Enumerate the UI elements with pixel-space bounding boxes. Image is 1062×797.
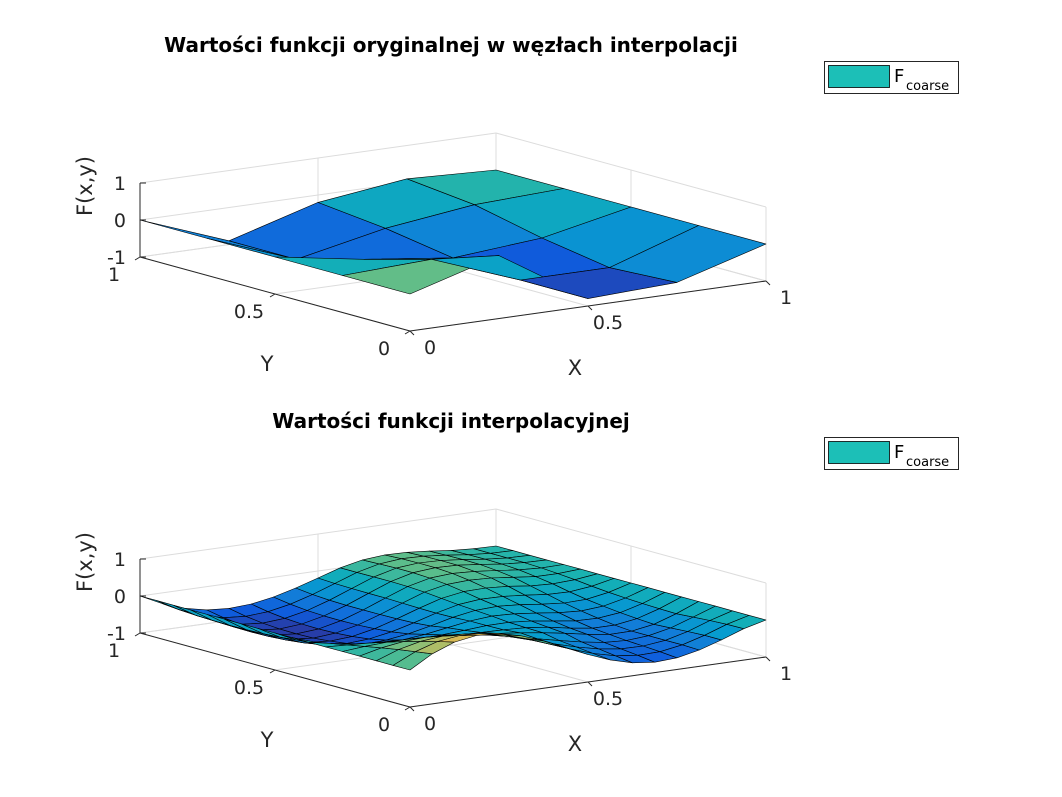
y-axis-tick-1 — [269, 669, 276, 674]
x-tick-label-0: 0 — [424, 337, 436, 359]
z-tick-label-1: 0 — [114, 210, 126, 232]
z-tick-label-0: -1 — [107, 623, 126, 645]
x-tick-label-1: 0.5 — [593, 688, 623, 710]
chart-1-xlabel: X — [568, 356, 582, 380]
sidewall-gridline-z-2 — [495, 508, 767, 584]
y-axis-tick-1 — [269, 293, 276, 298]
x-tick-label-1: 0.5 — [593, 312, 623, 334]
y-tick-label-2: 1 — [108, 264, 120, 286]
z-tick-label-2: 1 — [114, 549, 126, 571]
x-tick-label-0: 0 — [424, 713, 436, 735]
surface-facet-0-15 — [726, 615, 767, 630]
z-tick-label-1: 0 — [114, 586, 126, 608]
y-tick-label-2: 1 — [108, 640, 120, 662]
sidewall-gridline-z-2 — [495, 132, 767, 208]
chart-2-legend-label: F — [894, 442, 904, 463]
z-tick-label-2: 1 — [114, 173, 126, 195]
y-tick-label-1: 0.5 — [234, 301, 264, 323]
chart-1-axes — [134, 182, 771, 336]
x-axis-tick-0 — [409, 706, 415, 712]
y-axis-tick-2 — [134, 256, 141, 261]
chart-2-ylabel: Y — [260, 728, 274, 752]
surface-facet-0-3 — [609, 225, 767, 283]
chart-2-xlabel: X — [568, 732, 582, 756]
chart-2-legend: F coarse — [824, 437, 959, 470]
chart-1-legend-swatch — [828, 65, 890, 88]
chart-1-title: Wartości funkcji oryginalnej w węzłach i… — [164, 33, 738, 57]
backwall-gridline-z-2 — [139, 508, 497, 560]
chart-panel-2: Wartości funkcji interpolacyjnej 0 0.5 1 0 0… — [73, 409, 959, 756]
chart-1-legend: F coarse — [824, 61, 959, 94]
x-tick-label-2: 1 — [780, 287, 792, 309]
x-axis-tick-2 — [765, 656, 771, 662]
chart-2-legend-sublabel: coarse — [906, 455, 949, 470]
chart-1-zlabel: F(x,y) — [73, 156, 97, 216]
x-axis-tick-2 — [765, 280, 771, 286]
chart-2-legend-swatch — [828, 441, 890, 464]
y-tick-label-0: 0 — [378, 338, 390, 360]
chart-1-legend-label: F — [894, 66, 904, 87]
x-axis-tick-1 — [587, 681, 593, 687]
chart-2-surface — [139, 545, 767, 671]
chart-2-zlabel: F(x,y) — [73, 532, 97, 592]
x-axis-tick-0 — [409, 330, 415, 336]
y-axis-tick-0 — [404, 330, 411, 335]
chart-2-title: Wartości funkcji interpolacyjnej — [272, 409, 630, 433]
y-tick-label-1: 0.5 — [234, 677, 264, 699]
y-tick-label-0: 0 — [378, 714, 390, 736]
y-axis-tick-2 — [134, 632, 141, 637]
chart-1-legend-sublabel: coarse — [906, 79, 949, 94]
y-axis-tick-0 — [404, 706, 411, 711]
z-tick-label-0: -1 — [107, 247, 126, 269]
chart-1-ylabel: Y — [260, 352, 274, 376]
chart-panel-1: Wartości funkcji oryginalnej w węzłach i… — [73, 33, 959, 380]
backwall-gridline-z-2 — [139, 132, 497, 184]
chart-1-surface — [139, 169, 767, 299]
x-axis-tick-1 — [587, 305, 593, 311]
x-tick-label-2: 1 — [780, 663, 792, 685]
